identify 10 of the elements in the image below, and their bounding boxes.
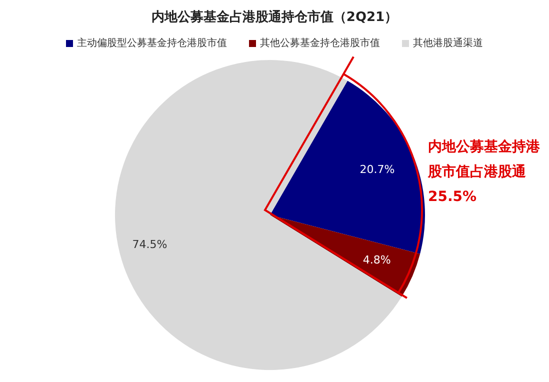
legend-label: 其他公募基金持仓港股市值 [259, 36, 380, 50]
data-label: 74.5% [132, 238, 168, 252]
text: 内地公募基金持港股市值占港股通25.5% [428, 138, 541, 207]
pie-slice [270, 80, 425, 254]
pie-slice [115, 60, 402, 370]
legend-label: 主动偏股型公募基金持仓港股市值 [76, 36, 227, 50]
data-label: 4.8% [362, 254, 391, 267]
data-label: 20.7% [360, 163, 395, 176]
chart-title: 内地公募基金占港股通持仓市值（2Q21） [150, 8, 399, 26]
legend-label: 其他港股通渠道 [412, 36, 483, 50]
